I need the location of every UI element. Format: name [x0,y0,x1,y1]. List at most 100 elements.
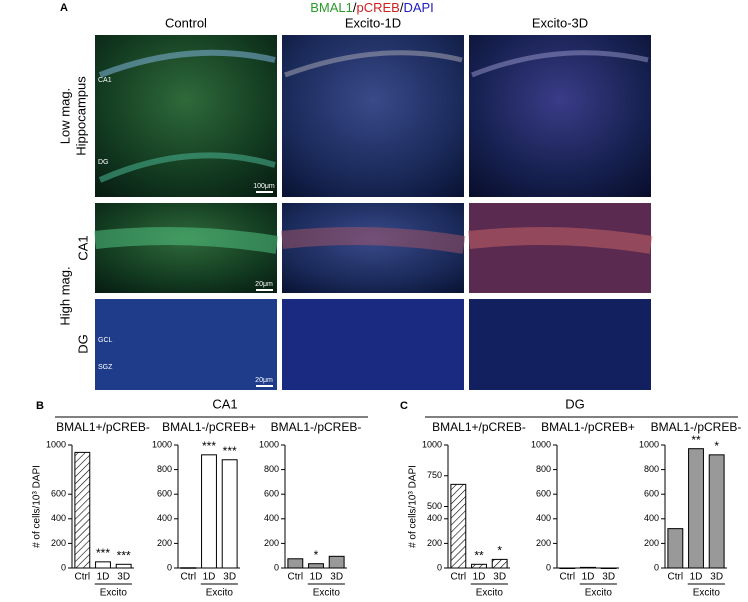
bar [491,558,508,569]
panel-letter: C [400,400,408,412]
y-tick-label: 800 [644,464,659,474]
y-tick-label: 0 [437,562,442,572]
y-axis-label: # of cells/10³ DAPI [32,465,43,548]
region-label: CA1 [98,77,112,84]
micrograph [95,299,277,390]
x-tick-label: 1D [203,572,216,583]
row-label: Low mag. [57,88,72,144]
y-tick-label: 200 [644,538,659,548]
y-tick-label: 400 [264,513,279,523]
y-tick-label: 0 [167,562,172,572]
row-label: DG [75,334,90,354]
y-tick-label: 600 [157,489,172,499]
group-label: DG [565,396,585,411]
x-tick-label: Ctrl [451,572,467,583]
stain-label: BMAL1/pCREB/DAPI [310,0,434,15]
scale-bar-label: 20μm [255,377,273,384]
y-tick-label: 200 [51,538,66,548]
x-group-label: Excito [100,588,128,597]
y-tick-label: 0 [61,562,66,572]
stain-part: / [353,0,357,15]
y-axis-label: # of cells/10³ DAPI [408,465,419,548]
bar [471,563,487,569]
y-tick-label: 600 [644,489,659,499]
x-tick-label: 3D [117,572,130,583]
x-tick-label: Ctrl [288,572,304,583]
x-tick-label: 3D [223,572,236,583]
significance: * [497,544,502,558]
chart-title: BMAL1+/pCREB- [432,420,526,434]
panel-letter: B [36,400,44,412]
y-tick-label: 0 [654,562,659,572]
micrographs [94,35,653,390]
bar [559,567,576,569]
y-tick-label: 600 [264,489,279,499]
region-label: DG [98,159,109,166]
micrograph [469,299,651,390]
x-tick-label: 1D [582,572,595,583]
y-tick-label: 1000 [46,439,66,449]
micrograph [282,299,464,390]
significance: *** [117,548,131,562]
bar [180,567,197,569]
y-tick-label: 400 [51,513,66,523]
bar [287,558,304,569]
y-tick-label: 400 [157,513,172,523]
y-tick-label: 500 [427,501,442,511]
y-tick-label: 800 [264,464,279,474]
significance: ** [474,548,484,562]
stain-part: pCREB [356,0,399,15]
bar [201,454,217,569]
y-tick-label: 200 [157,538,172,548]
group-label: CA1 [212,396,237,411]
y-tick-label: 200 [264,538,279,548]
column-title: Control [165,15,207,30]
y-tick-label: 400 [644,513,659,523]
row-label: High mag. [57,266,72,325]
x-tick-label: Ctrl [560,572,576,583]
y-tick-label: 1000 [531,439,551,449]
bar [308,563,324,569]
y-tick-label: 800 [536,464,551,474]
micrograph [469,35,651,197]
bar [580,566,596,569]
bar [708,454,725,569]
significance: * [314,548,319,562]
chart-title: BMAL1+/pCREB- [56,420,150,434]
x-tick-label: Ctrl [181,572,197,583]
row-label: CA1 [75,235,90,260]
panel-letter: A [60,2,68,14]
y-tick-label: 1000 [152,439,172,449]
bar [221,459,238,569]
bar [667,528,684,569]
bar [328,555,345,569]
y-tick-label: 1000 [259,439,279,449]
x-tick-label: 1D [473,572,486,583]
bar [450,483,467,569]
y-tick-label: 800 [157,464,172,474]
significance: * [714,439,719,453]
row-labels: Low mag. Hippocampus High mag. CA1 DG [57,76,90,354]
bar [115,563,132,569]
chart-title: BMAL1-/pCREB+ [541,420,635,434]
x-tick-label: 1D [690,572,703,583]
y-tick-label: 750 [427,470,442,480]
y-tick-label: 200 [427,538,442,548]
bar [74,451,91,569]
row-label: Hippocampus [73,76,88,156]
y-tick-label: 1000 [639,439,659,449]
x-group-label: Excito [693,588,721,597]
x-group-label: Excito [585,588,613,597]
x-tick-label: 3D [710,572,723,583]
y-tick-label: 400 [427,513,442,523]
y-tick-label: 0 [546,562,551,572]
y-tick-label: 200 [536,538,551,548]
x-tick-label: 3D [602,572,615,583]
stain-part: BMAL1 [310,0,353,15]
chart-title: BMAL1-/pCREB- [271,420,362,434]
significance: *** [223,444,237,458]
region-label: GCL [98,337,113,344]
scale-bar-label: 20μm [255,281,273,288]
x-tick-label: Ctrl [75,572,91,583]
